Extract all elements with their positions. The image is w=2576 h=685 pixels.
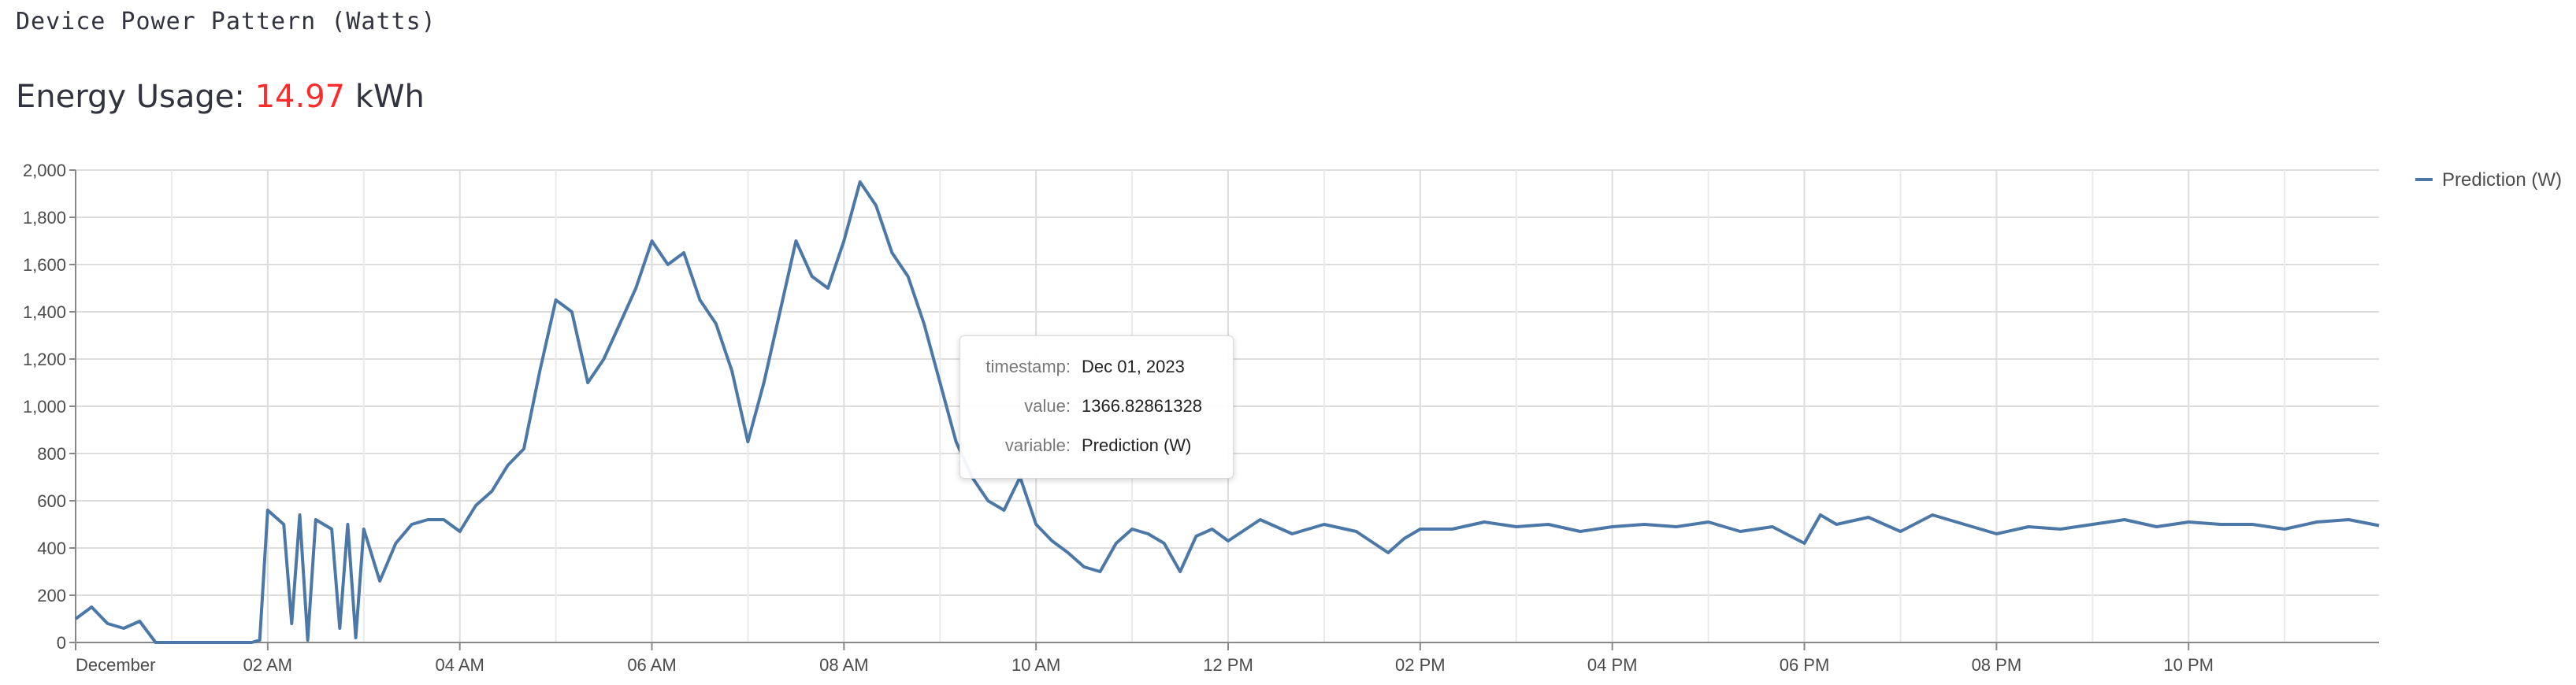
x-tick-label: December [76,655,155,675]
energy-value: 14.97 [254,79,346,115]
chart-caption: Device Power Pattern (Watts) [16,8,436,35]
tooltip-value: Dec 01, 2023 [1082,357,1185,376]
x-tick-label: 10 AM [1011,655,1060,675]
energy-label: Energy Usage: [16,79,245,115]
tooltip-value: 1366.82861328 [1082,396,1202,416]
tooltip-row-timestamp: timestamp: Dec 01, 2023 [960,357,1233,380]
y-tick-label: 2,000 [23,161,66,180]
y-tick-label: 1,600 [23,255,66,275]
series-layer [74,180,2380,644]
y-tick-label: 600 [37,491,66,511]
y-tick-label: 1,400 [23,302,66,322]
x-tick-label: 04 PM [1587,655,1638,675]
legend[interactable]: Prediction (W) [2415,169,2562,191]
energy-usage: Energy Usage: 14.97 kWh [16,79,425,115]
y-tick-label: 400 [37,539,66,558]
x-tick-label: 06 AM [627,655,676,675]
x-tick-label: 04 AM [435,655,484,675]
legend-label: Prediction (W) [2442,169,2562,191]
series-line-prediction[interactable] [74,180,2380,644]
x-tick-label: 10 PM [2163,655,2214,675]
x-tick-label: 06 PM [1780,655,1830,675]
tooltip-key: timestamp: [985,357,1071,376]
y-tick-label: 200 [37,586,66,605]
tooltip-row-value: value: 1366.82861328 [960,396,1233,420]
x-tick-label: 02 PM [1395,655,1446,675]
y-tick-label: 1,800 [23,208,66,228]
y-axis: 0 200 400 600 800 1,000 1,200 1,400 1,600 1,800 2,… [23,161,76,653]
x-tick-label: 02 AM [243,655,292,675]
y-tick-label: 800 [37,444,66,464]
chart-tooltip: timestamp: Dec 01, 2023 value: 1366.8286… [960,335,1234,479]
x-tick-label: 12 PM [1203,655,1253,675]
tooltip-value: Prediction (W) [1082,435,1192,455]
y-tick-label: 0 [57,633,66,653]
x-tick-label: 08 PM [1972,655,2022,675]
y-tick-label: 1,200 [23,350,66,369]
energy-unit: kWh [354,79,425,115]
x-tick-label: 08 AM [819,655,868,675]
y-tick-label: 1,000 [23,397,66,417]
tooltip-key: value: [1024,396,1071,416]
tooltip-key: variable: [1004,435,1071,455]
x-axis: December 02 AM 04 AM 06 AM 08 AM 10 AM 12 PM 02… [75,642,2379,675]
tooltip-row-variable: variable: Prediction (W) [960,435,1233,459]
